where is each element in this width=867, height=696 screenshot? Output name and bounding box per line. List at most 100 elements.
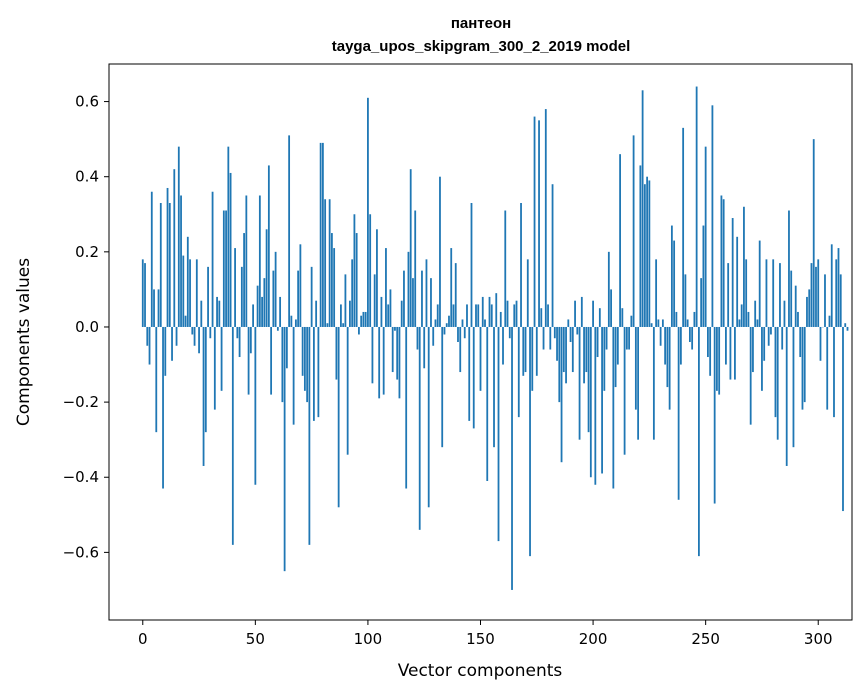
bars-group <box>141 86 849 590</box>
bar <box>747 311 750 327</box>
bar <box>553 326 556 339</box>
bar <box>542 326 545 350</box>
bar <box>180 195 182 327</box>
bar <box>405 326 408 489</box>
bar <box>725 326 727 365</box>
bar <box>657 319 660 327</box>
bar <box>835 259 838 327</box>
bar <box>396 326 399 380</box>
bar <box>767 326 770 346</box>
bar <box>718 326 721 395</box>
bar <box>157 289 160 327</box>
bar <box>738 319 741 327</box>
bar <box>328 199 331 327</box>
bar <box>198 326 200 354</box>
bar <box>193 326 196 346</box>
bar <box>661 319 664 327</box>
bar <box>364 311 367 327</box>
bar <box>166 187 169 327</box>
bar <box>463 326 466 339</box>
bar <box>646 176 649 327</box>
bar <box>175 326 178 346</box>
y-axis-label: Components values <box>14 258 34 426</box>
bar <box>470 203 473 327</box>
bar <box>846 326 849 331</box>
bar <box>303 326 306 391</box>
y-tick-label: −0.2 <box>63 393 99 411</box>
plot-frame <box>108 63 853 621</box>
bar <box>141 259 144 327</box>
bar <box>779 263 781 327</box>
bar <box>256 285 259 327</box>
bar <box>283 326 286 572</box>
bar <box>698 326 700 557</box>
bar <box>380 296 383 327</box>
bar <box>472 326 475 429</box>
bar <box>222 210 225 327</box>
bar <box>495 293 498 327</box>
bar <box>580 296 583 327</box>
bar <box>497 326 500 542</box>
bar <box>321 142 324 327</box>
bar <box>713 326 716 504</box>
bar <box>344 274 347 327</box>
bar <box>306 326 309 403</box>
bar <box>394 326 396 331</box>
bar <box>592 300 594 327</box>
bar <box>153 289 155 327</box>
bar <box>607 251 610 327</box>
bar <box>605 326 608 350</box>
bar <box>312 326 315 421</box>
bar <box>418 326 421 530</box>
bar <box>155 326 158 433</box>
bar <box>614 326 617 388</box>
bar <box>731 218 734 327</box>
bar <box>243 233 245 327</box>
bar <box>335 326 338 380</box>
bar <box>481 296 484 327</box>
bar <box>416 326 419 350</box>
y-tick-label: 0.2 <box>75 243 99 261</box>
bar <box>234 248 236 327</box>
y-axis-ticks: −0.6 −0.4 −0.2 0.0 0.2 0.4 0.6 <box>63 93 109 561</box>
bar <box>531 326 534 391</box>
x-axis-label: Vector components <box>398 661 563 681</box>
bar <box>776 326 779 440</box>
bar <box>589 326 592 478</box>
bar <box>385 248 387 327</box>
bar <box>459 326 462 373</box>
bar <box>308 326 311 545</box>
bar <box>734 326 736 380</box>
bar <box>369 214 372 327</box>
bar <box>457 326 459 342</box>
bar <box>504 210 507 327</box>
bar <box>648 180 651 327</box>
bar <box>432 326 435 346</box>
bar <box>486 326 489 481</box>
bar <box>567 319 570 327</box>
bar <box>240 266 243 327</box>
bar <box>601 326 603 474</box>
bar <box>407 251 410 327</box>
bar <box>454 263 457 327</box>
bar <box>346 326 349 455</box>
chart-title-line-2: tayga_upos_skipgram_300_2_2019 model <box>332 38 631 55</box>
bar <box>806 296 808 327</box>
bar <box>466 304 468 327</box>
bar <box>517 326 520 418</box>
bar <box>150 191 153 327</box>
bar <box>274 251 277 327</box>
bar <box>583 326 585 384</box>
bar <box>797 311 799 327</box>
bar <box>281 326 284 403</box>
bar <box>808 289 811 327</box>
bar <box>204 326 207 433</box>
bar <box>301 326 304 376</box>
bar <box>294 319 297 327</box>
bar <box>803 326 806 403</box>
bar <box>659 326 662 346</box>
bar <box>202 326 205 466</box>
bar <box>146 326 149 346</box>
bar <box>740 304 743 327</box>
bar <box>265 229 268 327</box>
